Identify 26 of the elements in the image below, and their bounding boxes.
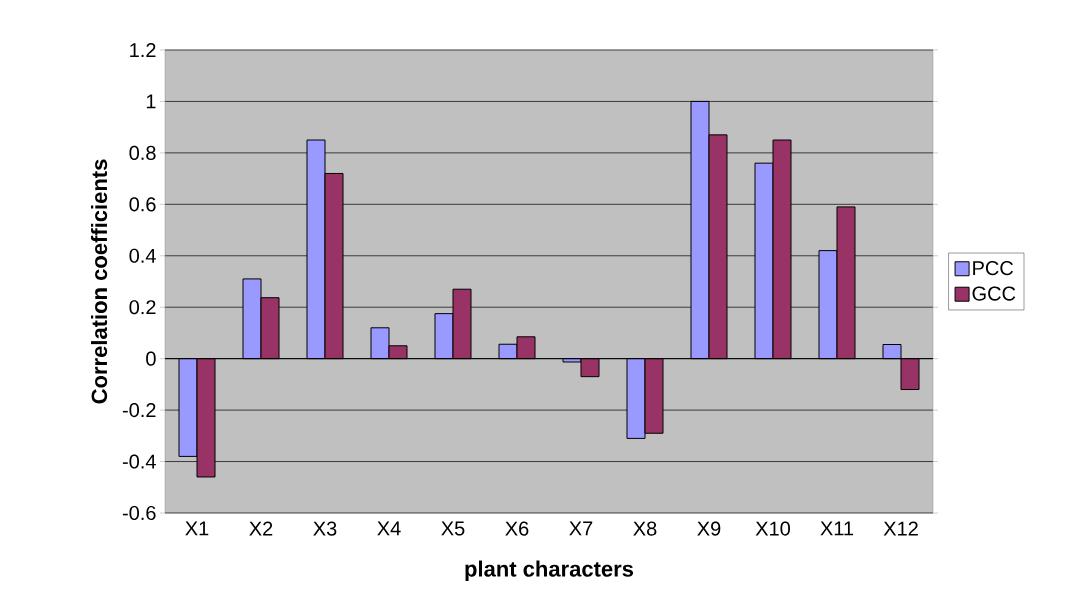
y-axis-title: Correlation coefficients xyxy=(90,159,108,404)
y-tick-label: -0.4 xyxy=(122,454,156,469)
y-tick-label: 0.8 xyxy=(129,145,156,160)
x-tick-label: X7 xyxy=(569,521,593,536)
x-tick-label: X12 xyxy=(883,521,918,536)
x-tick-label: X3 xyxy=(313,521,337,536)
legend-label: PCC xyxy=(973,261,1014,276)
y-tick-label: -0.2 xyxy=(122,403,156,418)
x-tick-label: X5 xyxy=(441,521,465,536)
y-tick-label: 0 xyxy=(146,351,156,366)
x-tick-label: X11 xyxy=(820,521,854,536)
x-tick-label: X8 xyxy=(633,521,657,536)
y-tick-label: 0.6 xyxy=(129,197,156,212)
legend-label: GCC xyxy=(972,286,1016,301)
y-tick-label: 0.2 xyxy=(129,300,156,315)
y-tick-label: 0.4 xyxy=(129,248,156,263)
x-tick-label: X4 xyxy=(377,521,401,536)
x-tick-label: X10 xyxy=(755,521,791,536)
x-axis-title: plant characters xyxy=(465,560,634,582)
x-tick-label: X1 xyxy=(185,521,209,536)
x-tick-label: X2 xyxy=(249,521,273,536)
x-tick-label: X9 xyxy=(697,521,721,536)
y-tick-label: -0.6 xyxy=(122,505,156,521)
y-tick-label: 1 xyxy=(146,94,156,109)
x-tick-label: X6 xyxy=(505,521,529,536)
y-tick-label: 1.2 xyxy=(130,43,156,57)
